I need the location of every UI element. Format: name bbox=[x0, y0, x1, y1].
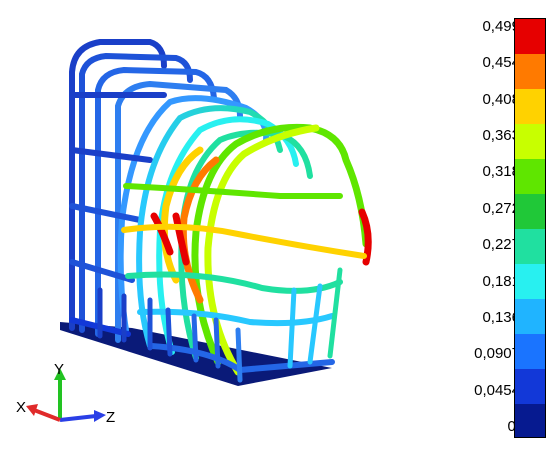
legend-swatch bbox=[515, 229, 545, 264]
frame-legs bbox=[97, 267, 343, 383]
legend-label: 0,499 bbox=[482, 18, 520, 35]
legend-label: 0,227 bbox=[482, 236, 520, 254]
legend-swatch bbox=[515, 194, 545, 229]
frame-model bbox=[60, 39, 372, 386]
model-viewport[interactable] bbox=[0, 0, 440, 453]
rear-arches bbox=[69, 39, 270, 343]
legend-swatch bbox=[515, 159, 545, 194]
axis-triad: Y X Z bbox=[14, 360, 124, 440]
z-axis-arrow bbox=[59, 414, 97, 422]
legend-label: 0,0454 bbox=[474, 381, 520, 399]
legend-label: 0,454 bbox=[482, 54, 520, 72]
legend-labels: 0,499 0,454 0,408 0,363 0,318 0,272 0,227 0,181… bbox=[440, 0, 520, 453]
legend-swatch bbox=[515, 89, 545, 124]
front-arches bbox=[150, 123, 372, 376]
legend-label: 0,136 bbox=[482, 308, 520, 326]
legend-swatch bbox=[515, 299, 545, 334]
z-axis-label: Z bbox=[106, 409, 115, 426]
legend-label: 0,181 bbox=[482, 272, 520, 290]
y-axis-label: Y bbox=[54, 361, 64, 378]
legend-label: 0,408 bbox=[482, 90, 520, 108]
front-rails bbox=[121, 183, 367, 374]
legend-swatch bbox=[515, 19, 545, 54]
legend-swatch bbox=[515, 369, 545, 404]
legend-swatch bbox=[515, 54, 545, 89]
legend-label: 0,318 bbox=[482, 163, 520, 181]
legend-swatch bbox=[515, 264, 545, 299]
x-axis-arrow bbox=[33, 408, 61, 422]
legend-swatch bbox=[515, 124, 545, 159]
color-legend-bar bbox=[514, 18, 546, 438]
legend-swatch bbox=[515, 404, 545, 437]
x-axis-label: X bbox=[16, 399, 26, 416]
legend-label: 0,0907 bbox=[474, 345, 520, 363]
legend-label: 0,272 bbox=[482, 199, 520, 217]
legend-swatch bbox=[515, 334, 545, 369]
legend-label: 0,363 bbox=[482, 127, 520, 145]
